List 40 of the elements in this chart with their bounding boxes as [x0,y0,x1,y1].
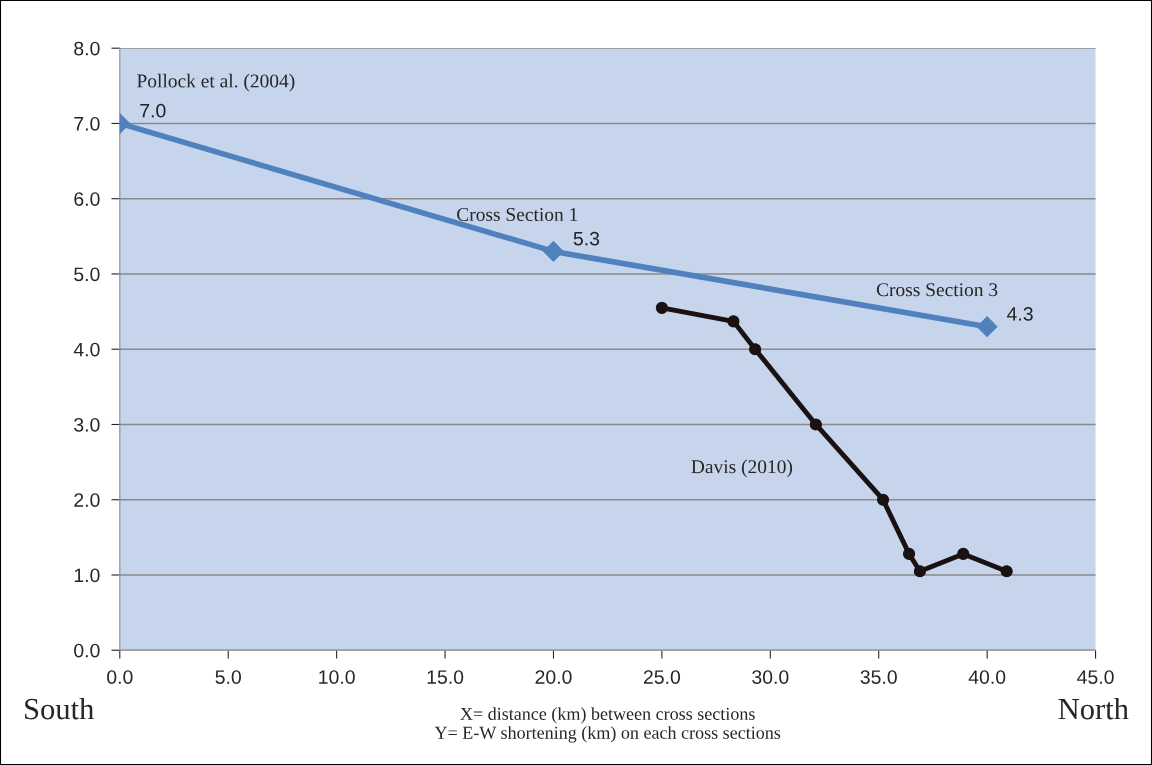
y-tick-label: 4.0 [73,342,100,357]
y-tick-label: 8.0 [74,41,100,56]
x-tick-label: 0.0 [107,670,133,684]
x-axis-title: X= distance (km) between cross sections Y= E-W shortening (km) on each cross sections [434,707,781,743]
annotation: Cross Section 1 [457,207,578,222]
data-label: 4.3 [1007,306,1033,321]
point [1000,565,1013,578]
y-tick-label: 3.0 [74,417,100,432]
text: South [25,697,94,720]
x-tick-label: 20.0 [535,670,572,684]
point [655,301,668,314]
x-tick-label: 5.0 [215,670,241,684]
point [727,315,740,328]
x-tick-label: 45.0 [1077,670,1114,684]
point [809,418,822,431]
data-label: 5.3 [573,231,600,246]
series-label: Pollock et al. (2004) [137,73,295,92]
y-tick-label: 2.0 [74,493,100,507]
point [543,241,564,262]
y-tick-label: 5.0 [74,267,100,282]
y-tick-label: 6.0 [74,192,100,206]
point [976,316,998,337]
point [749,343,762,356]
point [957,547,970,560]
x-tick-label: 15.0 [427,670,464,684]
x-tick-label: 40.0 [968,670,1006,684]
x-tick-label: 35.0 [860,670,897,684]
point [876,493,890,506]
y-tick-label: 7.0 [74,116,100,131]
x-tick-label: 25.0 [643,670,681,684]
annotation: Cross Section 3 [876,283,998,297]
y-tick-label: 0.0 [74,643,100,658]
x-tick-label: 10.0 [319,670,355,684]
data-label: 7.0 [140,103,166,118]
point [903,547,916,560]
y-tick-label: 1.0 [74,568,100,583]
x-tick-label: 30.0 [752,670,789,684]
point [913,565,926,578]
series-label: Davis (2010) [691,459,793,478]
text: North [1058,697,1129,720]
